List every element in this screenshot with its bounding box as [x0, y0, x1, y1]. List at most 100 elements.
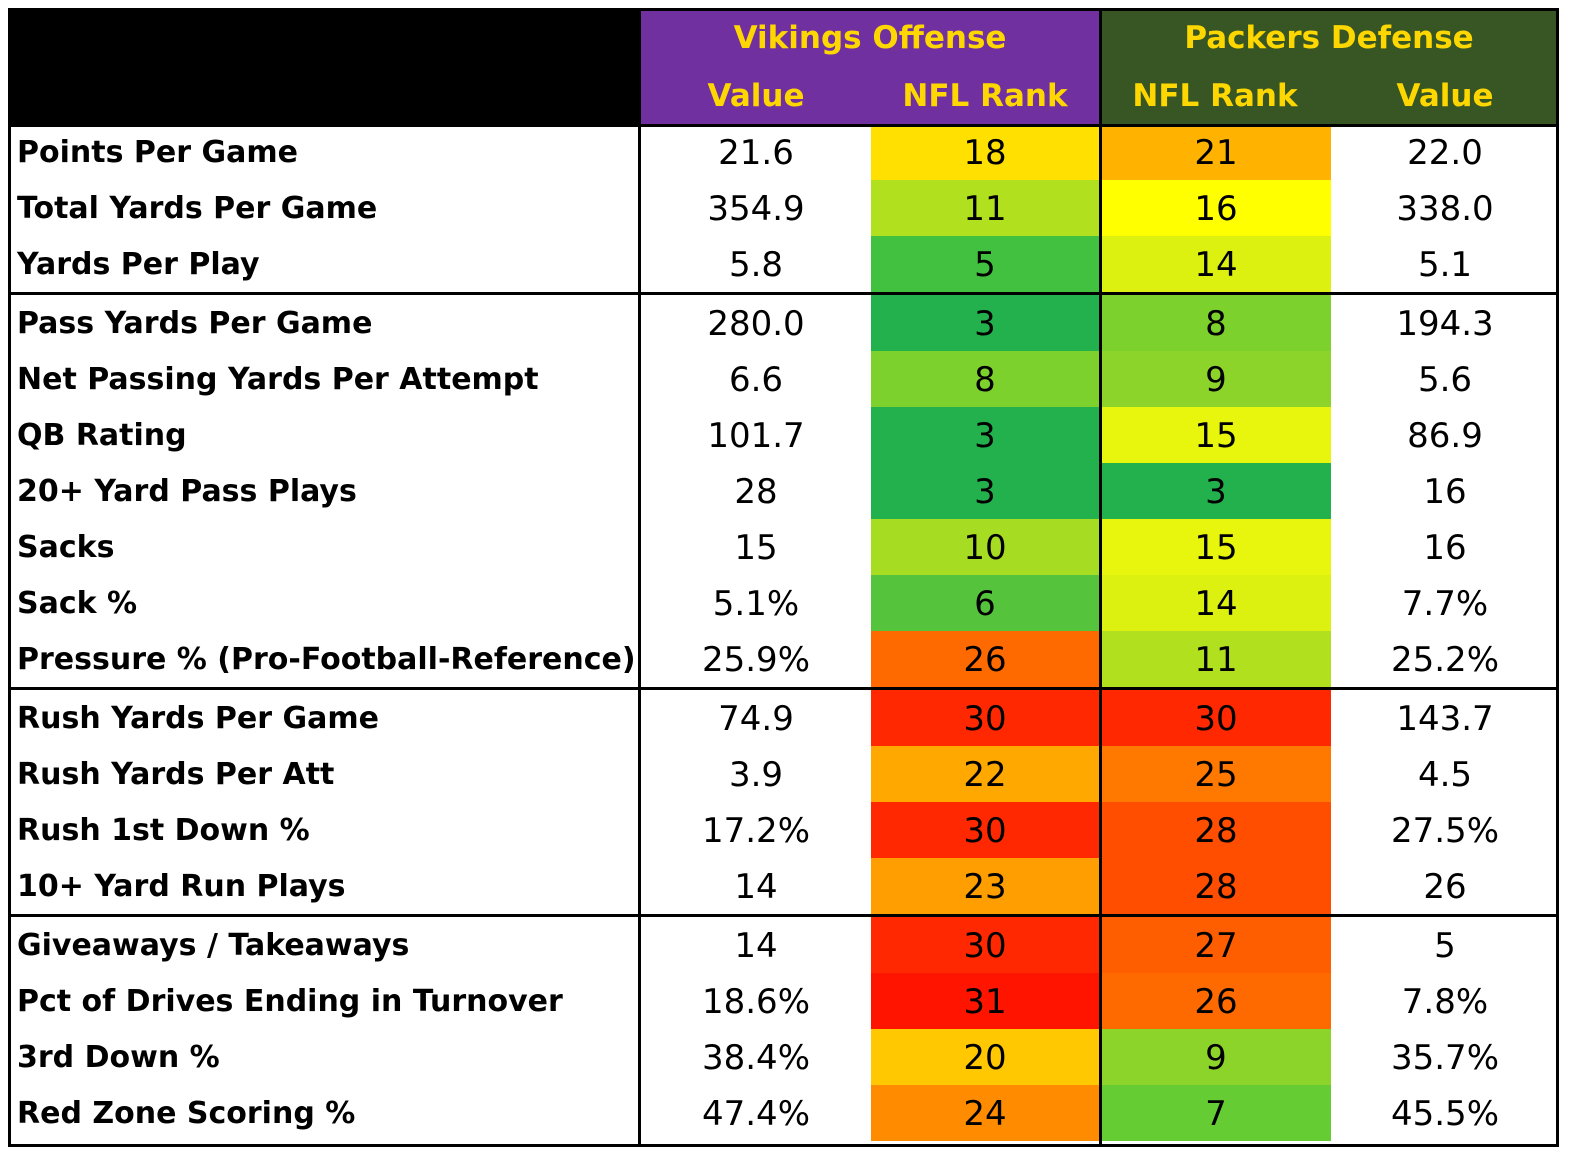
section-divider — [8, 292, 1559, 295]
packers-rank-cell: 16 — [1101, 180, 1331, 236]
row-label: Rush 1st Down % — [17, 813, 310, 848]
packers-value-cell: 26 — [1423, 867, 1467, 907]
vikings-offense-header: Vikings Offense Value NFL Rank — [641, 8, 1099, 124]
packers-value-cell: 25.2% — [1390, 640, 1499, 680]
vikings-value-cell: 14 — [734, 926, 778, 966]
packers-value-cell: 5.6 — [1417, 360, 1473, 400]
packers-rank-cell: 8 — [1101, 295, 1331, 351]
vikings-value-cell: 6.6 — [728, 360, 784, 400]
packers-rank-cell: 15 — [1101, 519, 1331, 575]
vikings-rank-cell: 18 — [871, 124, 1099, 180]
packers-rank-cell: 9 — [1101, 1029, 1331, 1085]
packers-rank-cell: 15 — [1101, 407, 1331, 463]
vikings-rank-col-header: NFL Rank — [902, 78, 1068, 114]
row-label: Yards Per Play — [17, 247, 260, 282]
packers-value-cell: 45.5% — [1390, 1094, 1499, 1134]
column-divider — [638, 124, 641, 1147]
table-row: Red Zone Scoring % 47.4% 24 7 45.5% — [8, 1085, 1559, 1141]
packers-value-cell: 27.5% — [1390, 811, 1499, 851]
vikings-rank-cell: 3 — [871, 463, 1099, 519]
table-row: 3rd Down % 38.4% 20 9 35.7% — [8, 1029, 1559, 1085]
vikings-rank-cell: 30 — [871, 917, 1099, 973]
packers-rank-cell: 9 — [1101, 351, 1331, 407]
table-row: Yards Per Play 5.8 5 14 5.1 — [8, 236, 1559, 292]
table-row: Rush Yards Per Game 74.9 30 30 143.7 — [8, 690, 1559, 746]
table-row: QB Rating 101.7 3 15 86.9 — [8, 407, 1559, 463]
packers-rank-cell: 14 — [1101, 575, 1331, 631]
table-row: Total Yards Per Game 354.9 11 16 338.0 — [8, 180, 1559, 236]
table-row: Sack % 5.1% 6 14 7.7% — [8, 575, 1559, 631]
row-label: Pressure % (Pro-Football-Reference) — [17, 642, 636, 677]
packers-value-cell: 5 — [1434, 926, 1456, 966]
vikings-value-cell: 18.6% — [701, 982, 810, 1022]
table-row: Points Per Game 21.6 18 21 22.0 — [8, 124, 1559, 180]
packers-value-cell: 35.7% — [1390, 1038, 1499, 1078]
vikings-rank-cell: 5 — [871, 236, 1099, 292]
packers-rank-cell: 26 — [1101, 973, 1331, 1029]
vikings-value-cell: 38.4% — [701, 1038, 810, 1078]
packers-value-cell: 16 — [1423, 472, 1467, 512]
row-label: Giveaways / Takeaways — [17, 928, 410, 963]
section-divider — [8, 687, 1559, 690]
packers-rank-cell: 21 — [1101, 124, 1331, 180]
row-label: Red Zone Scoring % — [17, 1096, 356, 1131]
stats-table: Vikings Offense Value NFL Rank Packers D… — [8, 8, 1559, 1147]
vikings-value-cell: 25.9% — [701, 640, 810, 680]
vikings-rank-cell: 10 — [871, 519, 1099, 575]
vikings-rank-cell: 8 — [871, 351, 1099, 407]
vikings-rank-cell: 11 — [871, 180, 1099, 236]
row-label: 20+ Yard Pass Plays — [17, 474, 357, 509]
row-label: Pass Yards Per Game — [17, 306, 373, 341]
row-label: 3rd Down % — [17, 1040, 220, 1075]
row-label: Sack % — [17, 586, 138, 621]
vikings-value-col-header: Value — [707, 78, 805, 114]
vikings-value-cell: 5.1% — [712, 584, 800, 624]
packers-rank-col-header: NFL Rank — [1132, 78, 1298, 114]
vikings-value-cell: 5.8 — [728, 245, 784, 285]
vikings-rank-cell: 30 — [871, 802, 1099, 858]
vikings-value-cell: 101.7 — [707, 416, 805, 456]
vikings-value-cell: 28 — [734, 472, 778, 512]
table-row: Pressure % (Pro-Football-Reference) 25.9%… — [8, 631, 1559, 687]
packers-value-cell: 338.0 — [1396, 189, 1494, 229]
table-row: Giveaways / Takeaways 14 30 27 5 — [8, 917, 1559, 973]
vikings-rank-cell: 31 — [871, 973, 1099, 1029]
packers-rank-cell: 30 — [1101, 690, 1331, 746]
packers-value-cell: 7.7% — [1401, 584, 1489, 624]
vikings-rank-cell: 20 — [871, 1029, 1099, 1085]
packers-rank-cell: 28 — [1101, 802, 1331, 858]
vikings-rank-cell: 3 — [871, 295, 1099, 351]
packers-value-cell: 86.9 — [1407, 416, 1483, 456]
packers-value-cell: 5.1 — [1417, 245, 1473, 285]
table-row: Pass Yards Per Game 280.0 3 8 194.3 — [8, 295, 1559, 351]
table-row: Pct of Drives Ending in Turnover 18.6% 31 2… — [8, 973, 1559, 1029]
row-label: QB Rating — [17, 418, 187, 453]
packers-rank-cell: 25 — [1101, 746, 1331, 802]
packers-rank-cell: 28 — [1101, 858, 1331, 914]
vikings-value-cell: 280.0 — [707, 304, 805, 344]
vikings-value-cell: 21.6 — [718, 133, 794, 173]
vikings-value-cell: 74.9 — [718, 699, 794, 739]
section-divider — [8, 124, 1559, 127]
packers-rank-cell: 14 — [1101, 236, 1331, 292]
header-blank — [8, 8, 641, 124]
vikings-value-cell: 15 — [734, 528, 778, 568]
packers-value-cell: 194.3 — [1396, 304, 1494, 344]
packers-value-cell: 4.5 — [1417, 755, 1473, 795]
packers-value-cell: 22.0 — [1407, 133, 1483, 173]
table-row: Sacks 15 10 15 16 — [8, 519, 1559, 575]
row-label: Rush Yards Per Game — [17, 701, 379, 736]
row-label: Rush Yards Per Att — [17, 757, 335, 792]
section-divider — [8, 914, 1559, 917]
vikings-value-cell: 17.2% — [701, 811, 810, 851]
row-label: Sacks — [17, 530, 115, 565]
row-label: 10+ Yard Run Plays — [17, 869, 346, 904]
row-label: Points Per Game — [17, 135, 298, 170]
table-row: Rush Yards Per Att 3.9 22 25 4.5 — [8, 746, 1559, 802]
vikings-rank-cell: 23 — [871, 858, 1099, 914]
packers-defense-header: Packers Defense NFL Rank Value — [1099, 8, 1559, 124]
vikings-value-cell: 47.4% — [701, 1094, 810, 1134]
table-row: 20+ Yard Pass Plays 28 3 3 16 — [8, 463, 1559, 519]
packers-rank-cell: 7 — [1101, 1085, 1331, 1141]
packers-value-cell: 16 — [1423, 528, 1467, 568]
